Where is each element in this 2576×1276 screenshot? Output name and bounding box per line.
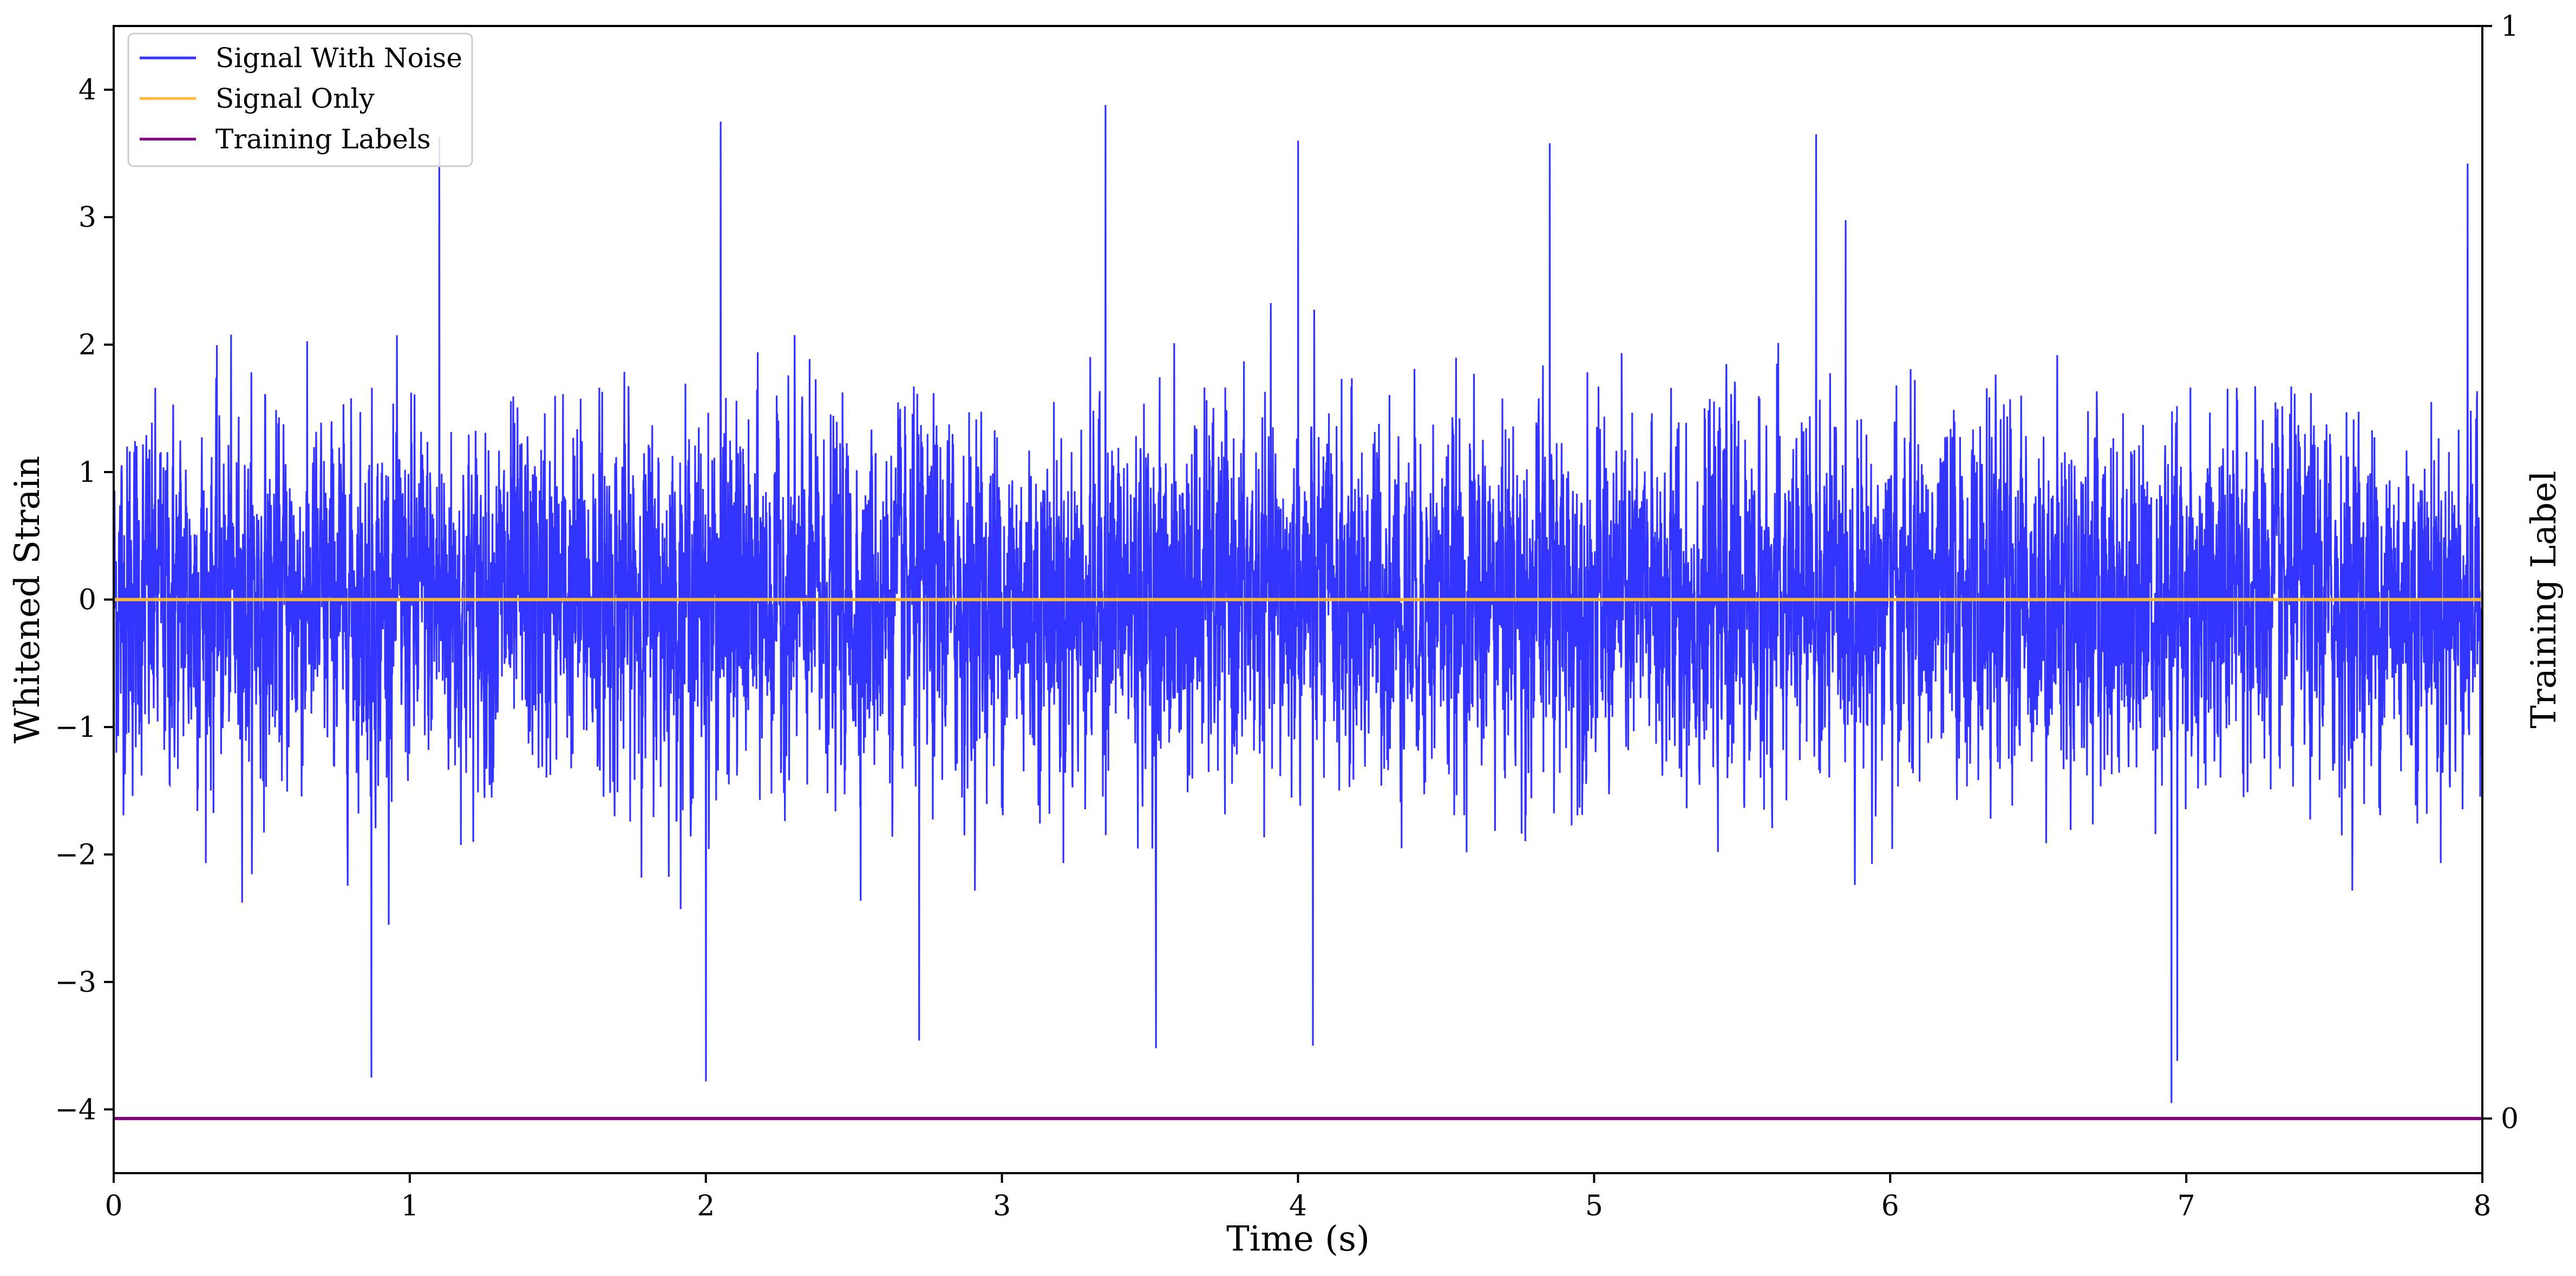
y-tick-label: 4 bbox=[79, 74, 96, 107]
y-axis-left: −4 −3 −2 −1 0 1 2 3 4 bbox=[55, 74, 114, 1126]
x-tick-label: 3 bbox=[993, 1190, 1011, 1222]
legend-entry-training-labels: Training Labels bbox=[215, 123, 431, 155]
series-signal-with-noise-line bbox=[113, 104, 2483, 1103]
x-axis-label: Time (s) bbox=[1226, 1219, 1370, 1259]
y-tick-label: −4 bbox=[55, 1094, 96, 1126]
y-tick-label: 2 bbox=[79, 329, 96, 362]
x-tick-label: 2 bbox=[697, 1190, 715, 1222]
y-tick-label: 3 bbox=[79, 201, 96, 234]
legend-entry-signal-with-noise: Signal With Noise bbox=[215, 42, 462, 74]
y-axis-right: 01 bbox=[2482, 10, 2519, 1135]
x-tick-label: 6 bbox=[1881, 1190, 1899, 1222]
y-tick-label: −1 bbox=[55, 711, 96, 744]
x-tick-label: 1 bbox=[401, 1190, 419, 1222]
y-tick-label: −2 bbox=[55, 839, 96, 871]
legend-box bbox=[127, 32, 473, 167]
y-axis-label: Whitened Strain bbox=[8, 456, 48, 743]
x-tick-label: 4 bbox=[1289, 1190, 1307, 1222]
y-tick-label: 1 bbox=[79, 456, 96, 489]
series-lines bbox=[114, 598, 2482, 1121]
y-right-tick-label: 1 bbox=[2501, 10, 2519, 43]
series-signal-with-noise bbox=[113, 104, 2483, 1103]
y-tick-label: −3 bbox=[55, 966, 96, 999]
x-tick-label: 8 bbox=[2473, 1190, 2491, 1222]
x-tick-label: 5 bbox=[1585, 1190, 1603, 1222]
y-right-tick-label: 0 bbox=[2501, 1103, 2519, 1135]
y-tick-label: 0 bbox=[79, 584, 96, 617]
x-tick-label: 7 bbox=[2178, 1190, 2195, 1222]
legend: Signal With Noise Signal Only Training L… bbox=[127, 32, 473, 167]
x-tick-label: 0 bbox=[104, 1190, 122, 1222]
y-axis-right-label: Training Label bbox=[2524, 470, 2564, 728]
legend-entry-signal-only: Signal Only bbox=[215, 83, 375, 114]
x-axis: 0 1 2 3 4 5 6 7 8 bbox=[104, 1173, 2492, 1222]
